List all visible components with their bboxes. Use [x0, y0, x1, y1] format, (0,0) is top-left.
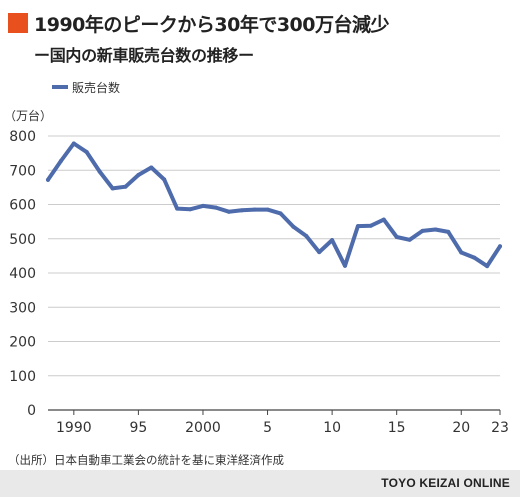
title-row: 1990年のピークから30年で300万台減少 [8, 8, 389, 38]
data-point [252, 207, 257, 212]
data-points [46, 141, 502, 269]
data-point [136, 173, 141, 178]
data-point [162, 177, 167, 182]
data-point [200, 203, 205, 208]
x-tick-label: 5 [263, 420, 272, 436]
data-point [381, 217, 386, 222]
y-tick-label: 100 [9, 369, 36, 385]
y-tick-label: 600 [9, 198, 36, 214]
x-tick-label: 2000 [185, 420, 221, 436]
data-point [343, 263, 348, 268]
x-tick-label: 95 [129, 420, 147, 436]
x-tick-label: 10 [323, 420, 341, 436]
data-point [472, 255, 477, 260]
data-point [317, 250, 322, 255]
x-tick-labels: 1990 95 2000 5 10 15 20 23 [56, 410, 509, 436]
data-point [84, 150, 89, 155]
legend-label: 販売台数 [72, 80, 120, 95]
y-axis-unit: （万台） [4, 108, 52, 123]
data-point [498, 244, 502, 249]
y-tick-label: 500 [9, 232, 36, 248]
data-point [46, 177, 50, 182]
title-marker [8, 13, 28, 33]
data-point [226, 209, 231, 214]
y-tick-label: 200 [9, 335, 36, 351]
data-point [149, 165, 154, 170]
y-tick-label: 0 [27, 403, 36, 419]
data-point [265, 207, 270, 212]
chart-subtitle: ー国内の新車販売台数の推移ー [34, 46, 254, 65]
publisher-credit: TOYO KEIZAI ONLINE [381, 476, 510, 490]
chart-title: 1990年のピークから30年で300万台減少 [34, 13, 389, 36]
data-point [175, 206, 180, 211]
gridlines [48, 135, 500, 377]
data-point [446, 229, 451, 234]
data-point [433, 227, 438, 232]
y-tick-label: 800 [9, 129, 36, 145]
data-point [485, 264, 490, 269]
y-tick-label: 300 [9, 300, 36, 316]
series-line [46, 141, 502, 269]
legend: 販売台数 [52, 80, 120, 95]
data-point [97, 169, 102, 174]
data-point [368, 223, 373, 228]
x-tick-label: 15 [388, 420, 406, 436]
data-point [58, 159, 63, 164]
data-point [213, 205, 218, 210]
y-tick-label: 700 [9, 163, 36, 179]
x-tick-label: 23 [491, 420, 509, 436]
data-point [459, 250, 464, 255]
data-point [71, 141, 76, 146]
x-tick-label: 1990 [56, 420, 92, 436]
x-tick-label: 20 [452, 420, 470, 436]
data-point [394, 235, 399, 240]
data-point [407, 237, 412, 242]
data-point [188, 207, 193, 212]
data-point [123, 184, 128, 189]
y-tick-label: 400 [9, 266, 36, 282]
footer-bar: TOYO KEIZAI ONLINE [0, 470, 520, 497]
data-point [291, 224, 296, 229]
data-point [420, 228, 425, 233]
data-point [330, 238, 335, 243]
data-point [239, 208, 244, 213]
data-point [110, 186, 115, 191]
data-point [278, 211, 283, 216]
data-point [355, 224, 360, 229]
y-tick-labels: 0 100 200 300 400 500 600 700 800 [9, 129, 36, 419]
data-point [304, 234, 309, 239]
source-note: （出所）日本自動車工業会の統計を基に東洋経済作成 [8, 453, 284, 467]
